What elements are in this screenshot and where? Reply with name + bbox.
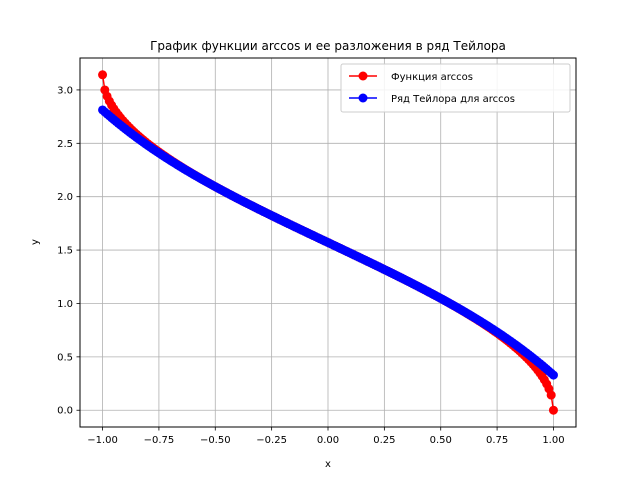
x-tick-label: 0.00 [317, 435, 339, 446]
y-tick-label: 0.0 [57, 406, 73, 417]
x-tick-label: 0.50 [430, 435, 452, 446]
x-tick-label: −0.50 [200, 435, 231, 446]
series-layer [98, 70, 558, 415]
y-tick-label: 3.0 [57, 85, 73, 96]
chart-title: График функции arccos и ее разложения в … [150, 39, 506, 53]
y-tick-label: 1.5 [57, 246, 73, 257]
data-point [548, 370, 558, 380]
y-tick-label: 2.5 [57, 139, 73, 150]
x-axis-label: x [325, 459, 331, 470]
x-tick-label: −0.75 [144, 435, 175, 446]
x-axis-ticks: −1.00 −0.75 −0.50 −0.25 0.00 0.25 0.50 0.75 1.00 [87, 427, 565, 446]
x-tick-label: −1.00 [87, 435, 118, 446]
y-tick-label: 1.0 [57, 299, 73, 310]
y-axis-ticks: 0.0 0.5 1.0 1.5 2.0 2.5 3.0 [57, 85, 80, 417]
legend-swatch-marker-taylor [358, 93, 368, 103]
y-tick-label: 2.0 [57, 192, 73, 203]
data-point [98, 70, 108, 80]
x-tick-label: 0.25 [373, 435, 395, 446]
series-taylor [98, 105, 558, 380]
y-axis-label: y [30, 239, 41, 245]
legend-label-arccos: Функция arccos [391, 72, 473, 83]
legend: Функция arccos Ряд Тейлора для arccos [340, 63, 571, 113]
x-tick-label: 1.00 [542, 435, 564, 446]
data-point [546, 390, 556, 400]
legend-frame [340, 63, 571, 113]
legend-label-taylor: Ряд Тейлора для arccos [391, 94, 515, 105]
x-tick-label: −0.25 [256, 435, 287, 446]
x-tick-label: 0.75 [486, 435, 508, 446]
legend-swatch-marker-arccos [358, 71, 368, 81]
y-tick-label: 0.5 [57, 352, 73, 363]
data-point [548, 405, 558, 415]
